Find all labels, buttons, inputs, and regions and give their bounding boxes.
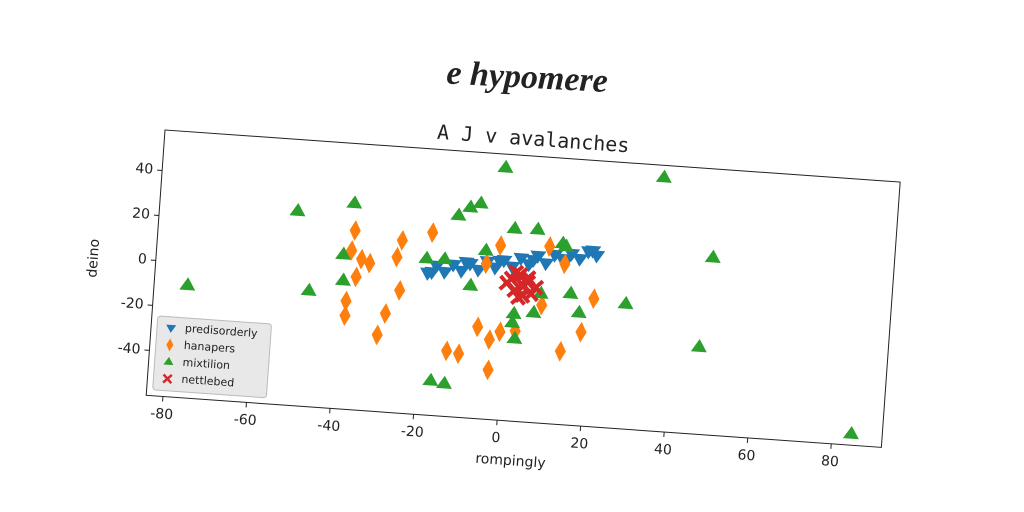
scatter-point bbox=[350, 266, 362, 288]
y-tick-label: -40 bbox=[117, 340, 141, 358]
scatter-point bbox=[422, 372, 439, 387]
scatter-point bbox=[570, 304, 587, 319]
x-tick-label: -40 bbox=[317, 418, 341, 436]
axes: A J v avalanches rompingly deino -80 -60-… bbox=[84, 120, 901, 472]
scatter-point bbox=[436, 251, 453, 265]
scatter-point bbox=[529, 221, 546, 235]
scatter-point bbox=[472, 316, 484, 338]
scatter-point bbox=[704, 249, 721, 263]
scatter-point bbox=[450, 207, 467, 221]
legend-marker bbox=[166, 324, 177, 333]
scatter-point bbox=[506, 330, 523, 345]
x-tick-label: 20 bbox=[570, 435, 589, 452]
scatter-point bbox=[527, 278, 545, 296]
scatter-point bbox=[418, 250, 435, 264]
scatter-point bbox=[355, 248, 368, 270]
scatter-point bbox=[334, 272, 351, 286]
scatter-point bbox=[554, 340, 566, 362]
scatter-point bbox=[435, 375, 452, 390]
x-tick-label: -60 bbox=[233, 412, 257, 430]
scatter-point bbox=[617, 295, 634, 310]
scatter-point bbox=[335, 246, 352, 260]
scatter-point bbox=[536, 294, 548, 316]
legend-label: predisorderly bbox=[185, 322, 259, 340]
scatter-point bbox=[458, 256, 475, 271]
scatter-point bbox=[482, 359, 494, 381]
scatter-point bbox=[557, 238, 574, 252]
legend-label: nettlebed bbox=[181, 373, 235, 390]
x-axis-label: rompingly bbox=[475, 451, 546, 472]
y-tick-label: 20 bbox=[132, 206, 151, 223]
scatter-point bbox=[538, 257, 555, 272]
y-tick-label: 0 bbox=[137, 251, 147, 268]
scatter-point bbox=[289, 203, 306, 217]
scatter-point bbox=[525, 304, 542, 319]
scatter-point bbox=[346, 195, 363, 209]
suptitle: e hypomere bbox=[446, 55, 609, 100]
x-tick-label: 0 bbox=[491, 430, 501, 447]
y-tick-label: -20 bbox=[120, 295, 144, 313]
scatter-point bbox=[440, 340, 453, 362]
scatter-point bbox=[842, 425, 859, 440]
scatter-point bbox=[300, 282, 317, 297]
scatter-point bbox=[462, 277, 479, 291]
scatter-point bbox=[340, 290, 352, 312]
scatter-point bbox=[690, 339, 707, 353]
scatter-point bbox=[477, 242, 494, 256]
scatter-point bbox=[506, 220, 523, 235]
scatter-point bbox=[470, 264, 487, 278]
scatter-point bbox=[339, 305, 351, 326]
scatter-point bbox=[349, 220, 361, 241]
scatter-point bbox=[452, 343, 465, 365]
scatter-point bbox=[544, 236, 556, 257]
scatter-point bbox=[179, 277, 196, 291]
x-tick-label: -80 bbox=[150, 406, 174, 424]
scatter-point bbox=[364, 252, 376, 274]
legend-label: hanapers bbox=[183, 339, 235, 356]
scatter-point bbox=[514, 287, 532, 304]
scatter-point bbox=[562, 285, 579, 299]
scatter-point bbox=[572, 253, 589, 267]
scatter-point bbox=[494, 321, 506, 343]
legend-marker bbox=[162, 373, 173, 385]
x-tick-label: 80 bbox=[821, 453, 840, 470]
scatter-point bbox=[513, 252, 530, 267]
scatter-point bbox=[585, 245, 602, 259]
legend-marker bbox=[166, 338, 174, 352]
x-tick-label: -20 bbox=[400, 423, 424, 441]
scatter-point bbox=[497, 159, 514, 174]
scatter-point bbox=[588, 288, 600, 310]
scatter-point bbox=[472, 195, 489, 209]
y-axis-label: deino bbox=[84, 238, 103, 278]
scatter-point bbox=[575, 321, 587, 343]
legend-marker bbox=[163, 356, 174, 366]
scatter-point bbox=[371, 324, 383, 346]
scatter-point bbox=[462, 199, 479, 213]
scatter-point bbox=[505, 305, 522, 320]
x-tick-label: 40 bbox=[653, 441, 672, 458]
scatter-point bbox=[427, 222, 439, 243]
scatter-point bbox=[394, 279, 406, 301]
legend-label: mixtilion bbox=[182, 356, 230, 372]
scatter-point bbox=[492, 255, 509, 270]
scatter-point bbox=[559, 253, 571, 275]
scatter-point bbox=[483, 329, 495, 351]
scatter-point bbox=[525, 254, 542, 269]
scatter-point bbox=[480, 253, 492, 275]
plot-frame bbox=[145, 129, 901, 448]
x-tick-label: 60 bbox=[737, 447, 756, 464]
scatter-point bbox=[424, 266, 441, 281]
scatter-point bbox=[379, 303, 392, 324]
scatter-point bbox=[436, 266, 453, 280]
scatter-point bbox=[507, 264, 525, 281]
scatter-point bbox=[396, 229, 408, 251]
scatter-point bbox=[655, 169, 672, 183]
scatter-point bbox=[495, 235, 507, 256]
y-tick-label: 40 bbox=[135, 161, 154, 178]
scatter-point bbox=[391, 246, 403, 268]
legend-box bbox=[152, 315, 272, 399]
scatter-point bbox=[504, 314, 521, 329]
